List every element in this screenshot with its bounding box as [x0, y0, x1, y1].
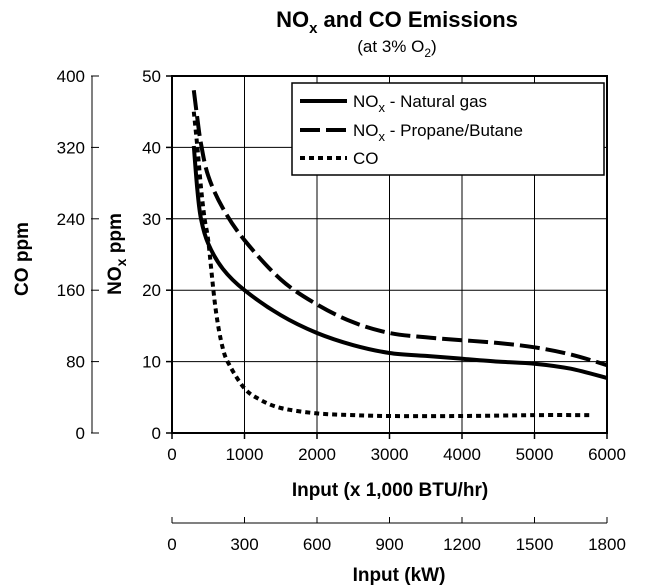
secondary-x-tick-label: 1200 — [443, 535, 481, 554]
chart-title: NOx and CO Emissions — [276, 7, 518, 37]
x-tick-label: 0 — [167, 445, 176, 464]
co-tick-label: 80 — [66, 353, 85, 372]
co-axis-title: CO ppm — [12, 222, 33, 296]
secondary-x-tick-label: 1800 — [588, 535, 626, 554]
co-tick-label: 400 — [57, 67, 85, 86]
x-tick-label: 2000 — [298, 445, 336, 464]
secondary-x-tick-label: 1500 — [516, 535, 554, 554]
legend-label-co: CO — [353, 149, 379, 168]
nox-tick-label: 0 — [152, 424, 161, 443]
nox-axis-title: NOx ppm — [105, 213, 129, 295]
secondary-x-axis-title: Input (kW) — [353, 565, 446, 586]
nox-tick-label: 10 — [142, 353, 161, 372]
chart-subtitle: (at 3% O2) — [357, 37, 436, 60]
axes: 0 1000 2000 3000 4000 5000 6000010203040500801… — [57, 67, 626, 554]
co-tick-label: 0 — [76, 424, 85, 443]
series-nox-propane-butane — [191, 90, 608, 368]
series-co — [191, 111, 593, 419]
series-nox-natural-gas — [191, 145, 608, 380]
secondary-x-tick-label: 600 — [303, 535, 331, 554]
nox-tick-label: 20 — [142, 281, 161, 300]
nox-tick-label: 40 — [142, 138, 161, 157]
x-axis-title: Input (x 1,000 BTU/hr) — [292, 480, 488, 501]
co-tick-label: 160 — [57, 281, 85, 300]
x-tick-label: 3000 — [371, 445, 409, 464]
nox-tick-label: 50 — [142, 67, 161, 86]
legend-label-propane-butane: NOx - Propane/Butane — [353, 121, 523, 144]
legend-label-natural-gas: NOx - Natural gas — [353, 92, 487, 115]
x-tick-label: 4000 — [443, 445, 481, 464]
co-tick-label: 240 — [57, 210, 85, 229]
secondary-x-tick-label: 900 — [375, 535, 403, 554]
secondary-x-tick-label: 300 — [230, 535, 258, 554]
legend: NOx - Natural gas NOx - Propane/Butane C… — [291, 82, 605, 176]
co-tick-label: 320 — [57, 138, 85, 157]
x-tick-label: 5000 — [516, 445, 554, 464]
x-tick-label: 1000 — [226, 445, 264, 464]
nox-tick-label: 30 — [142, 210, 161, 229]
x-tick-label: 6000 — [588, 445, 626, 464]
secondary-x-tick-label: 0 — [167, 535, 176, 554]
series-layer — [191, 90, 608, 419]
